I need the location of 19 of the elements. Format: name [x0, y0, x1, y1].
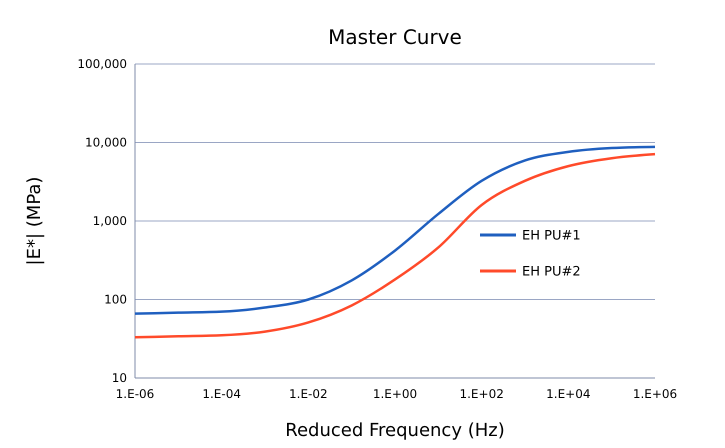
x-tick-label: 1.E+04 — [546, 387, 591, 401]
legend-label: EH PU#2 — [522, 264, 581, 280]
y-tick-label: 1,000 — [92, 214, 127, 228]
y-tick-label: 100,000 — [77, 57, 127, 72]
x-tick-label: 1.E-06 — [116, 387, 154, 401]
y-tick-label: 10,000 — [85, 136, 127, 150]
legend-label: EH PU#1 — [522, 228, 581, 244]
x-tick-label: 1.E-02 — [289, 387, 328, 401]
y-tick-label: 100 — [104, 292, 127, 307]
x-tick-label: 1.E+00 — [372, 387, 418, 401]
x-axis-title: Reduced Frequency (Hz) — [285, 420, 505, 441]
line-series — [134, 152, 656, 339]
x-tick-label: 1.E-04 — [202, 387, 241, 401]
x-tick-label: 1.E+02 — [459, 387, 504, 401]
line-series — [134, 146, 656, 315]
y-axis-title: |E*| (MPa) — [24, 176, 45, 266]
x-tick-label: 1.E+06 — [632, 387, 678, 401]
y-tick-label: 10 — [112, 371, 127, 386]
chart-title: Master Curve — [328, 25, 462, 49]
